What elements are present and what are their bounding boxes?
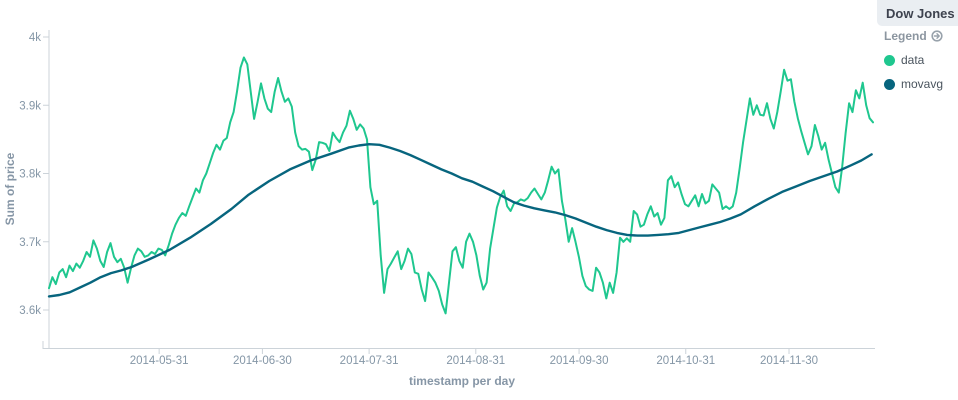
y-axis-title: Sum of price xyxy=(3,152,17,226)
x-axis-tick-label: 2014-07-31 xyxy=(340,355,399,367)
y-axis-tick-label: 3.9k xyxy=(19,100,41,112)
data-series-line[interactable] xyxy=(48,56,874,315)
legend-item-movavg[interactable]: movavg xyxy=(884,77,943,91)
legend-collapse-arrow-icon[interactable] xyxy=(931,30,943,42)
legend-item-label: movavg xyxy=(901,77,944,91)
legend: Legend data movavg xyxy=(884,29,943,91)
movavg-series-line[interactable] xyxy=(47,143,873,298)
x-axis-title: timestamp per day xyxy=(408,374,516,388)
data-series-dot-icon xyxy=(884,54,895,66)
panel-title: Dow Jones xyxy=(886,5,955,21)
y-axis-tick-label: 3.7k xyxy=(19,237,41,249)
y-axis-tick-label: 3.6k xyxy=(19,305,41,317)
panel-header[interactable]: Dow Jones xyxy=(877,0,958,26)
legend-header[interactable]: Legend xyxy=(884,29,943,43)
movavg-series-dot-icon xyxy=(884,78,895,90)
legend-item-label: data xyxy=(901,53,925,67)
x-axis-tick-label: 2014-09-30 xyxy=(550,355,609,367)
y-axis-tick-label: 4k xyxy=(29,32,41,44)
legend-title: Legend xyxy=(884,29,927,43)
x-axis-line xyxy=(42,341,875,349)
x-axis-tick-label: 2014-08-31 xyxy=(446,355,505,367)
x-axis-tick-label: 2014-05-31 xyxy=(130,355,189,367)
y-axis-tick-label: 3.8k xyxy=(19,169,41,181)
legend-item-data[interactable]: data xyxy=(884,53,943,67)
x-axis-tick-label: 2014-06-30 xyxy=(233,355,292,367)
x-axis-tick-label: 2014-10-31 xyxy=(656,355,715,367)
x-axis-tick-label: 2014-11-30 xyxy=(760,355,818,367)
